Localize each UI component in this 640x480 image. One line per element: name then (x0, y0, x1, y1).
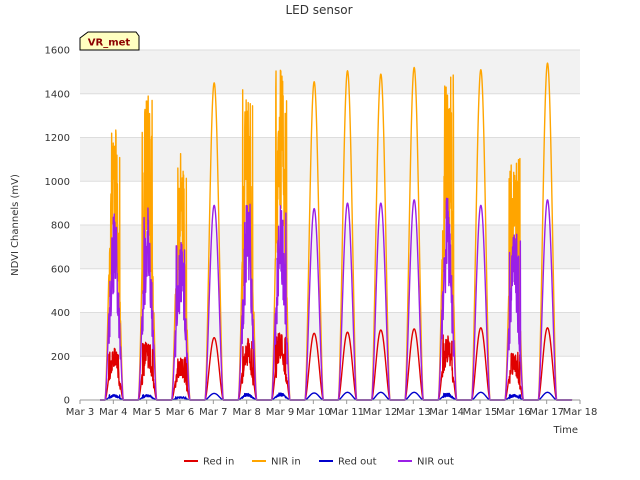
grid-band (80, 50, 580, 94)
y-tick-label: 800 (51, 221, 70, 232)
x-tick-label: Mar 9 (266, 407, 294, 418)
x-tick-label: Mar 16 (496, 407, 531, 418)
y-tick-labels: 0 200 400 600 800 1000 1200 1400 1600 (45, 46, 70, 407)
x-tick-label: Mar 15 (463, 407, 498, 418)
x-tick-label: Mar 11 (329, 407, 364, 418)
x-tick-label: Mar 3 (66, 407, 94, 418)
x-tick-label: Mar 7 (199, 407, 227, 418)
badge-label: VR_met (88, 38, 131, 49)
x-tick-label: Mar 4 (99, 407, 127, 418)
grid-band (80, 225, 580, 269)
y-tick-label: 600 (51, 264, 70, 275)
x-axis-label: Time (553, 425, 578, 436)
legend-label: NIR out (417, 457, 454, 468)
y-tick-label: 1200 (45, 133, 70, 144)
y-tick-label: 0 (64, 396, 70, 407)
x-tick-label: Mar 12 (363, 407, 398, 418)
y-axis-label: NDVI Channels (mV) (10, 174, 21, 276)
x-tick-label: Mar 6 (166, 407, 194, 418)
x-tick-label: Mar 5 (132, 407, 160, 418)
x-tick-label: Mar 14 (429, 407, 464, 418)
y-tick-label: 1000 (45, 177, 70, 188)
x-tick-labels: Mar 3 Mar 4 Mar 5 Mar 6 Mar 7 Mar 8 Mar 9 Mar 1… (66, 400, 598, 418)
grid-band (80, 137, 580, 182)
station-badge: VR_met (79, 31, 140, 51)
legend-label: Red out (338, 457, 377, 468)
y-tick-label: 400 (51, 308, 70, 319)
legend-label: Red in (203, 457, 234, 468)
gridlines (80, 49, 580, 401)
grid-band (80, 312, 580, 357)
x-tick-label: Mar 18 (563, 407, 598, 418)
x-tick-label: Mar 13 (396, 407, 431, 418)
x-tick-label: Mar 10 (296, 407, 331, 418)
x-tick-label: Mar 17 (529, 407, 564, 418)
y-tick-label: 1400 (45, 89, 70, 100)
legend: Red in NIR in Red out NIR out (184, 457, 454, 468)
y-tick-label: 200 (51, 352, 70, 363)
y-tick-label: 1600 (45, 46, 70, 57)
chart-title: LED sensor (285, 3, 352, 17)
legend-label: NIR in (271, 457, 301, 468)
x-tick-label: Mar 8 (232, 407, 260, 418)
